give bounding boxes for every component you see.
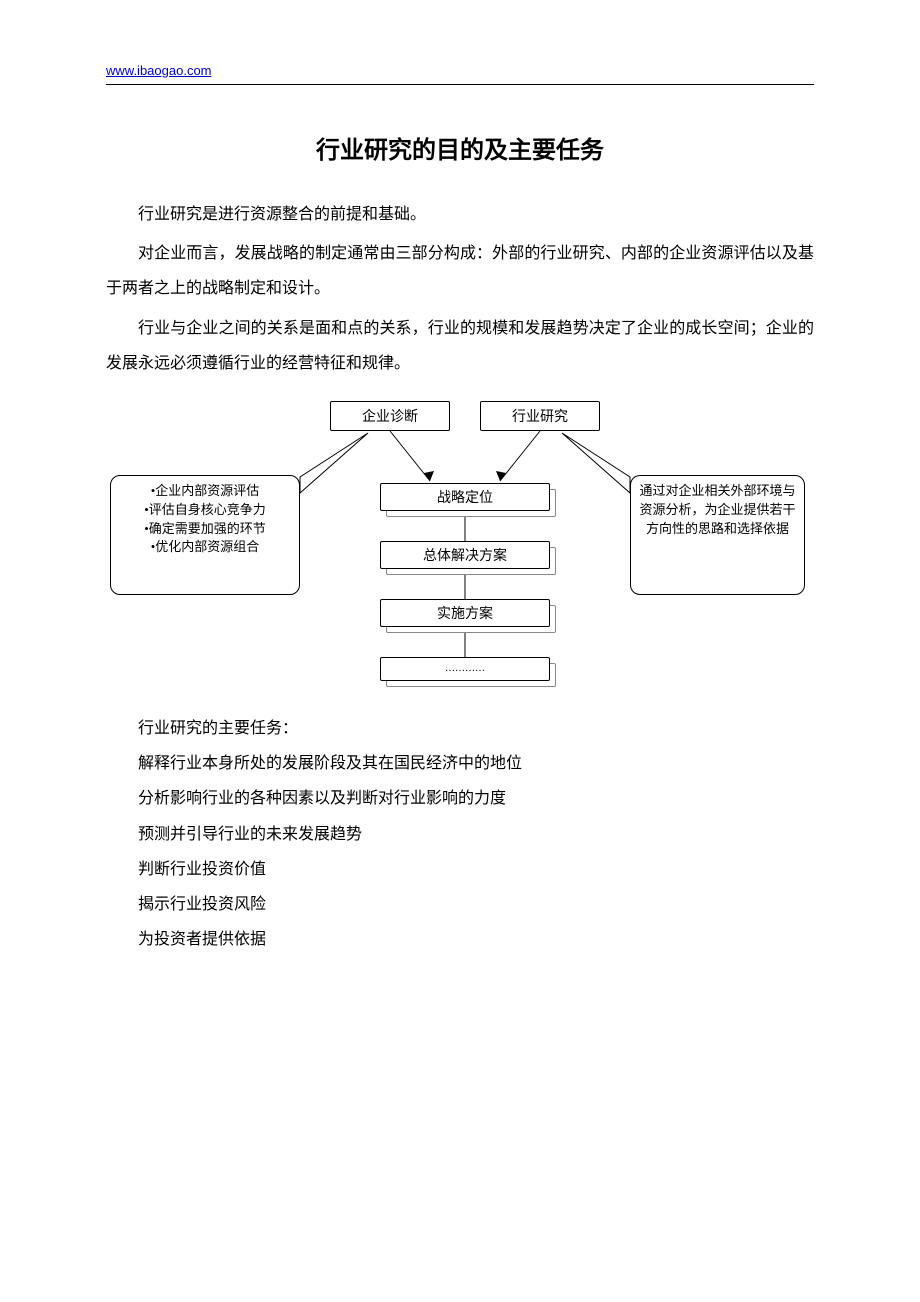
flow-node-label: 企业诊断 [362,406,418,426]
page-title: 行业研究的目的及主要任务 [106,130,814,165]
callout-line: •优化内部资源组合 [115,538,295,557]
flow-node-positioning: 战略定位 [380,483,550,511]
callout-text: 通过对企业相关外部环境与资源分析，为企业提供若干方向性的思路和选择依据 [639,483,795,536]
header-divider [106,84,814,85]
flow-node-ellipsis: ………… [380,657,550,681]
page-header: www.ibaogao.com [106,62,814,85]
flow-node-solution: 总体解决方案 [380,541,550,569]
flow-callout-right: 通过对企业相关外部环境与资源分析，为企业提供若干方向性的思路和选择依据 [630,475,805,595]
flow-node-implementation: 实施方案 [380,599,550,627]
callout-line: •评估自身核心竞争力 [115,501,295,520]
flow-callout-left: •企业内部资源评估 •评估自身核心竞争力 •确定需要加强的环节 •优化内部资源组… [110,475,300,595]
paragraph-2: 对企业而言，发展战略的制定通常由三部分构成：外部的行业研究、内部的企业资源评估以… [106,236,814,306]
task-item: 解释行业本身所处的发展阶段及其在国民经济中的地位 [106,746,814,781]
flow-node-diagnosis: 企业诊断 [330,401,450,431]
header-url-link[interactable]: www.ibaogao.com [106,63,212,78]
task-item: 分析影响行业的各种因素以及判断对行业影响的力度 [106,781,814,816]
task-item: 为投资者提供依据 [106,922,814,957]
flow-node-research: 行业研究 [480,401,600,431]
callout-line: •企业内部资源评估 [115,482,295,501]
flow-node-label: 总体解决方案 [423,545,507,565]
task-item: 判断行业投资价值 [106,852,814,887]
flow-node-label: 战略定位 [437,487,493,507]
flowchart-diagram: 企业诊断 行业研究 战略定位 总体解决方案 实施方案 ………… •企业内部资源评… [110,393,810,693]
task-item: 预测并引导行业的未来发展趋势 [106,817,814,852]
page-content: 行业研究的目的及主要任务 行业研究是进行资源整合的前提和基础。 对企业而言，发展… [106,130,814,957]
flow-node-label: 实施方案 [437,603,493,623]
tasks-heading: 行业研究的主要任务： [106,711,814,746]
flow-node-label: 行业研究 [512,406,568,426]
paragraph-1: 行业研究是进行资源整合的前提和基础。 [106,197,814,232]
flow-node-label: ………… [445,663,485,674]
callout-line: •确定需要加强的环节 [115,520,295,539]
task-item: 揭示行业投资风险 [106,887,814,922]
paragraph-3: 行业与企业之间的关系是面和点的关系，行业的规模和发展趋势决定了企业的成长空间；企… [106,311,814,381]
